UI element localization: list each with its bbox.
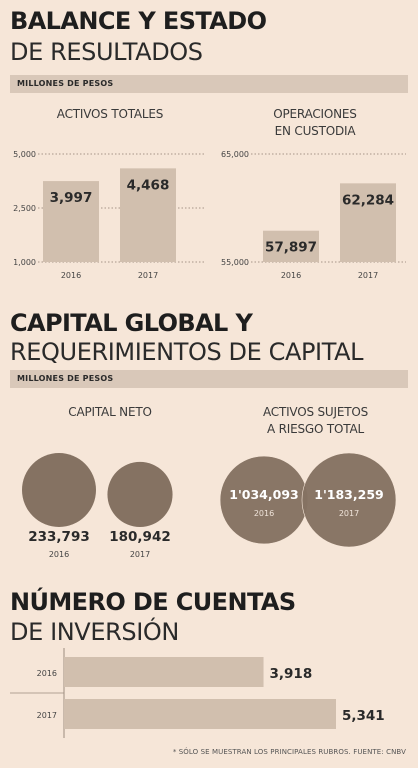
bar xyxy=(43,181,99,262)
bar-value-label: 5,341 xyxy=(342,708,385,724)
section-subtitle-balance: DE RESULTADOS xyxy=(10,38,203,66)
bubble-year-label: 2017 xyxy=(339,509,359,518)
y-tick-label: 2,500 xyxy=(13,204,36,213)
bar-value-label: 3,997 xyxy=(50,190,93,206)
bubble-value-label: 233,793 xyxy=(28,529,90,545)
chart-title-line: A RIESGO TOTAL xyxy=(267,422,364,436)
chart-title-line: ACTIVOS SUJETOS xyxy=(262,405,369,419)
bubble xyxy=(22,453,96,527)
capital-charts: 233,793 2016 180,942 2017 1'034,093 2016 1'18… xyxy=(22,452,397,559)
units-band-capital: MILLONES DE PESOS xyxy=(10,370,408,388)
bubble-value-label: 1'183,259 xyxy=(314,487,383,502)
y-tick-label: 1,000 xyxy=(13,258,36,267)
section-title-capital: CAPITAL GLOBAL Y xyxy=(10,309,253,337)
chart-title-line: OPERACIONES xyxy=(273,107,357,121)
x-tick-label: 2016 xyxy=(61,271,81,280)
units-band-balance: MILLONES DE PESOS xyxy=(10,75,408,93)
bubble-value-label: 1'034,093 xyxy=(229,487,298,502)
chart-title-line: EN CUSTODIA xyxy=(274,124,356,138)
bubble-chart-capital-neto: 233,793 2016 180,942 2017 xyxy=(22,453,173,559)
balance-charts: 5,000 2,500 1,000 3,997 2016 4,468 2017 65,000… xyxy=(13,150,406,280)
y-tick-label: 65,000 xyxy=(221,150,249,159)
chart-title-activos-riesgo: ACTIVOS SUJETOS A RIESGO TOTAL xyxy=(228,404,403,438)
bubble xyxy=(301,452,397,548)
cuentas-chart: 3,918 2016 5,341 2017 xyxy=(10,648,385,738)
bar-value-label: 4,468 xyxy=(127,177,170,193)
bar xyxy=(64,657,264,687)
bar xyxy=(120,168,176,262)
chart-title-capital-neto: CAPITAL NETO xyxy=(68,405,152,419)
bubble-year-label: 2016 xyxy=(49,550,69,559)
bar-chart-operaciones-custodia: 65,000 55,000 57,897 2016 62,284 2017 xyxy=(221,150,406,280)
bar xyxy=(64,699,336,729)
bar-value-label: 62,284 xyxy=(342,192,394,208)
bubble-year-label: 2017 xyxy=(130,550,150,559)
chart-title-operaciones-custodia: OPERACIONES EN CUSTODIA xyxy=(230,106,400,140)
footnote: * SÓLO SE MUESTRAN LOS PRINCIPALES RUBRO… xyxy=(172,748,406,756)
bubble-year-label: 2016 xyxy=(254,509,274,518)
bubble-chart-activos-riesgo: 1'034,093 2016 1'183,259 2017 xyxy=(219,452,397,548)
section-title-cuentas: NÚMERO DE CUENTAS xyxy=(10,588,296,616)
section-title-balance: BALANCE Y ESTADO xyxy=(10,7,267,35)
y-tick-label: 55,000 xyxy=(221,258,249,267)
bubble-value-label: 180,942 xyxy=(109,529,171,545)
section-subtitle-capital: REQUERIMIENTOS DE CAPITAL xyxy=(10,338,364,366)
y-tick-label: 5,000 xyxy=(13,150,36,159)
hbar-chart-cuentas: 3,918 2016 5,341 2017 xyxy=(10,648,385,738)
y-tick-label: 2016 xyxy=(37,669,57,678)
x-tick-label: 2017 xyxy=(138,271,158,280)
section-subtitle-cuentas: DE INVERSIÓN xyxy=(10,618,179,646)
bar xyxy=(340,183,396,262)
y-tick-label: 2017 xyxy=(37,711,57,720)
chart-title-activos-totales: ACTIVOS TOTALES xyxy=(56,107,164,121)
bar xyxy=(263,230,319,262)
bar-value-label: 57,897 xyxy=(265,240,317,256)
x-tick-label: 2017 xyxy=(358,271,378,280)
bar-chart-activos-totales: 5,000 2,500 1,000 3,997 2016 4,468 2017 xyxy=(13,150,204,280)
x-tick-label: 2016 xyxy=(281,271,301,280)
bar-value-label: 3,918 xyxy=(270,666,313,682)
bubble xyxy=(107,461,173,527)
